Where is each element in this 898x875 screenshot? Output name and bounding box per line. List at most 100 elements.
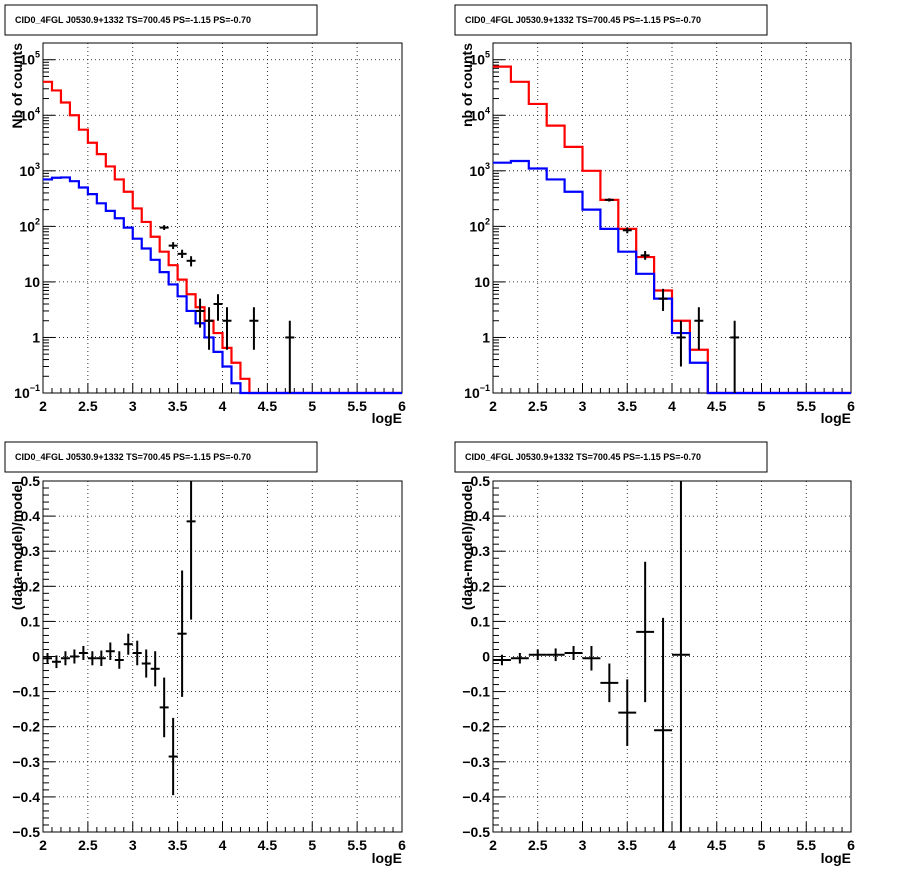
y-axis-title: (data-model)/model xyxy=(459,481,475,610)
x-tick-label: 6 xyxy=(398,398,406,414)
x-tick-label: 5.5 xyxy=(797,398,817,414)
y-tick-label: 10 xyxy=(474,274,490,290)
x-tick-label: 5 xyxy=(308,398,316,414)
y-tick-label: 10−1 xyxy=(464,383,490,401)
y-axis-title: Nb of counts xyxy=(9,43,25,129)
x-tick-label: 2 xyxy=(39,398,47,414)
y-tick-label: −0.4 xyxy=(462,789,490,805)
y-tick-label: 0.4 xyxy=(471,508,491,524)
series-model_total xyxy=(43,80,402,395)
x-tick-label: 4 xyxy=(668,398,676,414)
x-axis-title: logE xyxy=(821,410,851,426)
y-tick-label: −0.5 xyxy=(462,824,490,840)
series-model_component xyxy=(493,159,851,395)
chart-title: CID0_4FGL J0530.9+1332 TS=700.45 PS=-1.1… xyxy=(15,452,251,462)
y-tick-label: 0 xyxy=(32,649,40,665)
y-tick-label: 0.5 xyxy=(21,473,41,489)
x-tick-label: 3 xyxy=(579,837,587,853)
chart-title-box xyxy=(4,4,318,36)
y-tick-label: 0.3 xyxy=(21,543,41,559)
y-tick-label: 103 xyxy=(19,161,40,179)
y-tick-label: 0.5 xyxy=(471,473,491,489)
y-tick-label: 0.2 xyxy=(21,578,41,594)
x-tick-label: 4.5 xyxy=(707,837,727,853)
y-tick-label: 1 xyxy=(482,329,490,345)
chart-title: CID0_4FGL J0530.9+1332 TS=700.45 PS=-1.1… xyxy=(15,15,251,25)
y-tick-label: 10−1 xyxy=(14,383,40,401)
x-tick-label: 4 xyxy=(219,398,227,414)
x-axis-title: logE xyxy=(372,850,402,866)
y-tick-label: 102 xyxy=(469,216,490,234)
series-model_component xyxy=(43,176,402,395)
x-tick-label: 4.5 xyxy=(258,837,278,853)
panel-bottom-left: CID0_4FGL J0530.9+1332 TS=700.45 PS=-1.1… xyxy=(4,441,406,866)
y-tick-label: 104 xyxy=(19,105,40,123)
x-tick-label: 5.5 xyxy=(797,837,817,853)
x-tick-label: 3.5 xyxy=(618,837,638,853)
chart-title-box xyxy=(4,441,318,473)
panel-top-left: CID0_4FGL J0530.9+1332 TS=700.45 PS=-1.1… xyxy=(4,4,406,426)
x-tick-label: 5.5 xyxy=(347,398,367,414)
x-tick-label: 4.5 xyxy=(707,398,727,414)
x-tick-label: 2.5 xyxy=(528,837,548,853)
y-tick-label: 102 xyxy=(19,216,40,234)
y-tick-label: 0 xyxy=(482,649,490,665)
y-tick-label: 105 xyxy=(19,50,40,68)
y-tick-label: 0.3 xyxy=(471,543,491,559)
y-tick-label: −0.1 xyxy=(12,684,40,700)
y-axis-title: (data-model)/model xyxy=(9,481,25,610)
x-tick-label: 2.5 xyxy=(78,398,98,414)
x-tick-label: 5.5 xyxy=(347,837,367,853)
y-tick-label: 0.4 xyxy=(21,508,41,524)
x-tick-label: 4 xyxy=(668,837,676,853)
x-tick-label: 6 xyxy=(847,837,855,853)
x-tick-label: 3.5 xyxy=(168,837,188,853)
x-tick-label: 2.5 xyxy=(78,837,98,853)
y-tick-label: 0.1 xyxy=(471,613,491,629)
y-tick-label: −0.5 xyxy=(12,824,40,840)
y-tick-label: 10 xyxy=(24,274,40,290)
y-tick-label: −0.1 xyxy=(462,684,490,700)
y-tick-label: 105 xyxy=(469,50,490,68)
x-tick-label: 3 xyxy=(129,398,137,414)
y-axis-title: nb of counts xyxy=(459,43,475,127)
y-tick-label: 0.1 xyxy=(21,613,41,629)
panel-top-right: CID0_4FGL J0530.9+1332 TS=700.45 PS=-1.1… xyxy=(454,4,855,426)
y-tick-label: 104 xyxy=(469,105,490,123)
series-residuals xyxy=(493,481,690,832)
x-tick-label: 6 xyxy=(847,398,855,414)
y-tick-label: 103 xyxy=(469,161,490,179)
x-tick-label: 2 xyxy=(39,837,47,853)
x-tick-label: 4 xyxy=(219,837,227,853)
chart-title-box xyxy=(454,4,768,36)
y-tick-label: 1 xyxy=(32,329,40,345)
x-tick-label: 2 xyxy=(489,837,497,853)
x-tick-label: 3.5 xyxy=(168,398,188,414)
y-tick-label: −0.4 xyxy=(12,789,40,805)
x-axis-title: logE xyxy=(372,410,402,426)
x-tick-label: 5 xyxy=(308,837,316,853)
y-tick-label: −0.2 xyxy=(12,719,40,735)
y-tick-label: 0.2 xyxy=(471,578,491,594)
series-residuals xyxy=(43,481,196,796)
x-tick-label: 5 xyxy=(758,837,766,853)
series-data xyxy=(604,198,740,393)
chart-title: CID0_4FGL J0530.9+1332 TS=700.45 PS=-1.1… xyxy=(465,15,701,25)
chart-title-box xyxy=(454,441,768,473)
x-tick-label: 5 xyxy=(758,398,766,414)
x-tick-label: 3 xyxy=(579,398,587,414)
chart-title: CID0_4FGL J0530.9+1332 TS=700.45 PS=-1.1… xyxy=(465,452,701,462)
y-tick-label: −0.3 xyxy=(462,754,490,770)
x-tick-label: 6 xyxy=(398,837,406,853)
series-data xyxy=(159,225,295,393)
x-tick-label: 2 xyxy=(489,398,497,414)
x-tick-label: 2.5 xyxy=(528,398,548,414)
panel-bottom-right: CID0_4FGL J0530.9+1332 TS=700.45 PS=-1.1… xyxy=(454,441,855,866)
x-tick-label: 3 xyxy=(129,837,137,853)
x-axis-title: logE xyxy=(821,850,851,866)
x-tick-label: 3.5 xyxy=(618,398,638,414)
y-tick-label: −0.3 xyxy=(12,754,40,770)
x-tick-label: 4.5 xyxy=(258,398,278,414)
